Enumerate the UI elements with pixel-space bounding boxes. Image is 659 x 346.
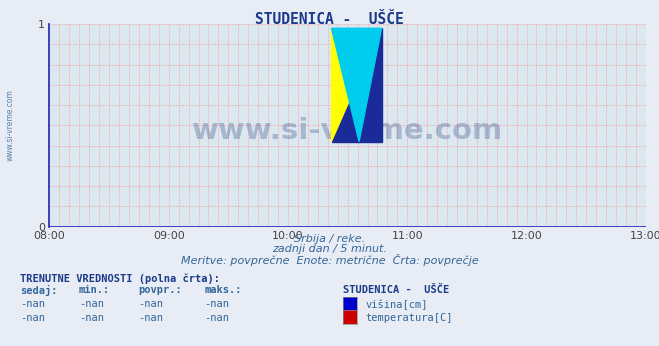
Text: Srbija / reke.: Srbija / reke. (294, 234, 365, 244)
Text: min.:: min.: (79, 285, 110, 295)
Text: temperatura[C]: temperatura[C] (366, 313, 453, 323)
Text: -nan: -nan (20, 313, 45, 323)
Text: STUDENICA -  UŠČE: STUDENICA - UŠČE (343, 285, 449, 295)
Text: sedaj:: sedaj: (20, 285, 57, 297)
Text: maks.:: maks.: (204, 285, 242, 295)
Text: zadnji dan / 5 minut.: zadnji dan / 5 minut. (272, 244, 387, 254)
Text: STUDENICA -  UŠČE: STUDENICA - UŠČE (255, 12, 404, 27)
Polygon shape (331, 28, 382, 142)
Text: -nan: -nan (20, 299, 45, 309)
Text: www.si-vreme.com: www.si-vreme.com (6, 90, 15, 161)
Text: -nan: -nan (204, 299, 229, 309)
Text: povpr.:: povpr.: (138, 285, 182, 295)
Polygon shape (331, 28, 382, 142)
Text: TRENUTNE VREDNOSTI (polna črta):: TRENUTNE VREDNOSTI (polna črta): (20, 273, 219, 284)
Text: -nan: -nan (138, 299, 163, 309)
Text: -nan: -nan (79, 313, 104, 323)
Text: -nan: -nan (204, 313, 229, 323)
Text: -nan: -nan (138, 313, 163, 323)
Text: višina[cm]: višina[cm] (366, 299, 428, 310)
Text: www.si-vreme.com: www.si-vreme.com (192, 118, 503, 146)
Text: Meritve: povprečne  Enote: metrične  Črta: povprečje: Meritve: povprečne Enote: metrične Črta:… (181, 254, 478, 266)
Text: -nan: -nan (79, 299, 104, 309)
Polygon shape (331, 28, 382, 142)
